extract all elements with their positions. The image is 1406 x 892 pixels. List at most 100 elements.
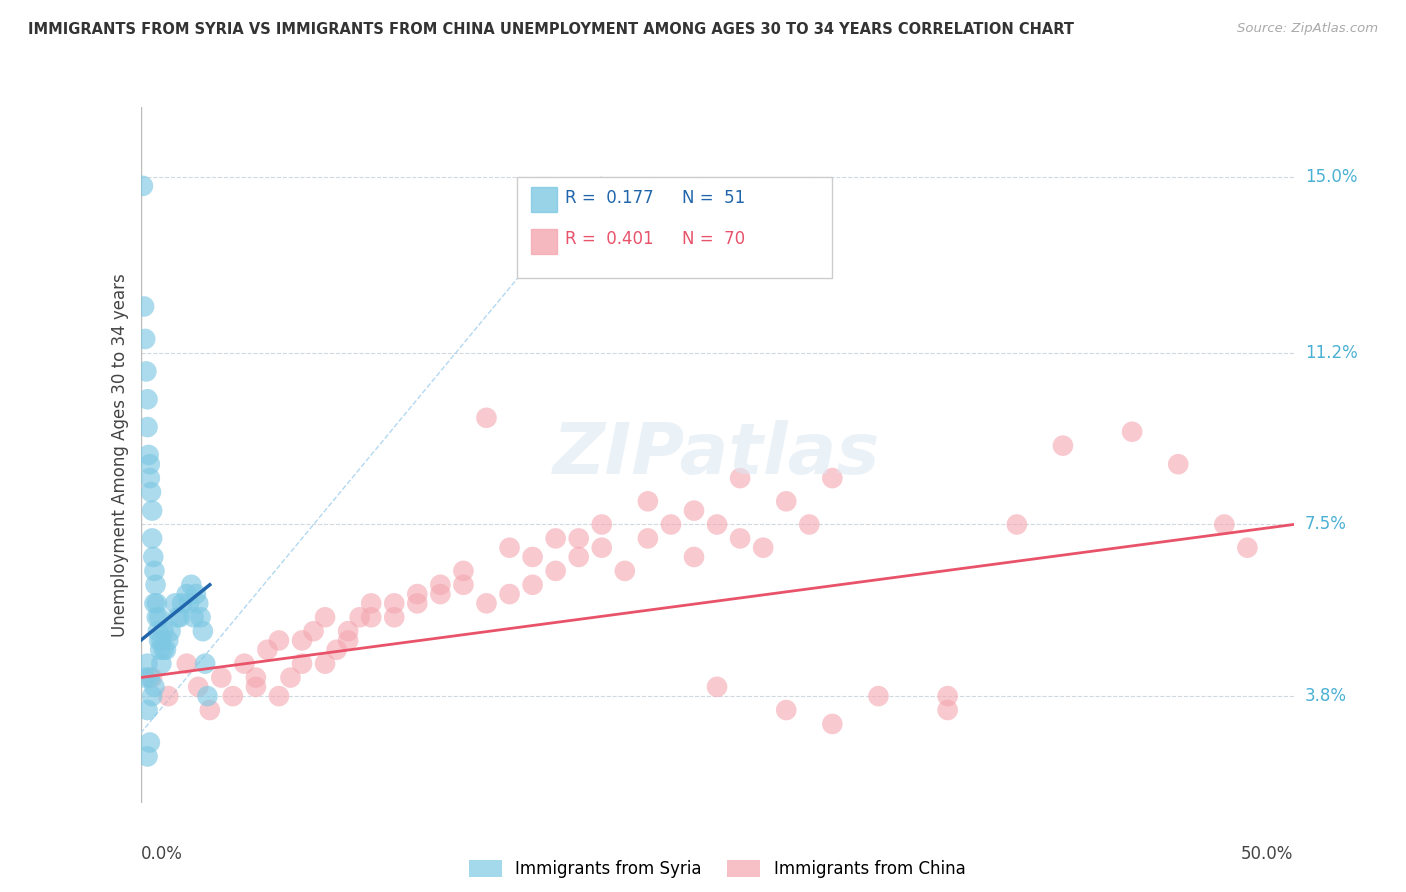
Point bbox=[134, 332, 156, 346]
Point bbox=[149, 642, 172, 657]
Point bbox=[166, 610, 188, 624]
Point bbox=[360, 610, 382, 624]
Point bbox=[169, 610, 191, 624]
Point bbox=[659, 517, 682, 532]
Point bbox=[453, 564, 475, 578]
Point bbox=[187, 680, 209, 694]
Point bbox=[191, 624, 214, 639]
Point bbox=[146, 624, 169, 639]
Point bbox=[139, 671, 162, 685]
Point bbox=[637, 494, 659, 508]
Point bbox=[775, 703, 797, 717]
Point bbox=[337, 624, 360, 639]
Point bbox=[382, 596, 405, 610]
Point bbox=[143, 596, 166, 610]
Point bbox=[145, 596, 167, 610]
Point bbox=[1121, 425, 1143, 439]
Point bbox=[752, 541, 775, 555]
Point bbox=[176, 587, 198, 601]
Point bbox=[135, 364, 157, 378]
Point bbox=[141, 532, 163, 546]
Point bbox=[132, 300, 155, 314]
Point bbox=[522, 578, 544, 592]
Point bbox=[198, 703, 221, 717]
Point bbox=[142, 549, 165, 564]
Point bbox=[360, 596, 382, 610]
Point bbox=[936, 703, 959, 717]
Text: N =  51: N = 51 bbox=[682, 189, 745, 207]
Text: 7.5%: 7.5% bbox=[1305, 516, 1347, 533]
Point bbox=[683, 549, 706, 564]
Point bbox=[291, 657, 314, 671]
Point bbox=[136, 420, 159, 434]
Point bbox=[159, 624, 181, 639]
Text: R =  0.401: R = 0.401 bbox=[565, 230, 654, 248]
Point bbox=[591, 541, 613, 555]
Point bbox=[613, 564, 636, 578]
Text: 3.8%: 3.8% bbox=[1305, 687, 1347, 705]
Point bbox=[591, 517, 613, 532]
Point bbox=[150, 657, 173, 671]
Point bbox=[143, 564, 166, 578]
Point bbox=[302, 624, 325, 639]
Point bbox=[637, 532, 659, 546]
Point bbox=[728, 471, 751, 485]
Point bbox=[1236, 541, 1258, 555]
Point bbox=[475, 410, 498, 425]
Point bbox=[267, 633, 290, 648]
Point bbox=[148, 633, 170, 648]
Point bbox=[544, 532, 567, 546]
Text: R =  0.177: R = 0.177 bbox=[565, 189, 654, 207]
Point bbox=[429, 587, 451, 601]
Point bbox=[136, 703, 159, 717]
Text: Source: ZipAtlas.com: Source: ZipAtlas.com bbox=[1237, 22, 1378, 36]
Point bbox=[706, 680, 728, 694]
Point bbox=[267, 689, 290, 703]
Point bbox=[799, 517, 821, 532]
Point bbox=[209, 671, 232, 685]
Point bbox=[136, 749, 159, 764]
Point bbox=[139, 457, 162, 471]
Point bbox=[143, 680, 166, 694]
Point bbox=[157, 689, 180, 703]
Point bbox=[134, 671, 156, 685]
Point bbox=[157, 633, 180, 648]
Point bbox=[936, 689, 959, 703]
Text: IMMIGRANTS FROM SYRIA VS IMMIGRANTS FROM CHINA UNEMPLOYMENT AMONG AGES 30 TO 34 : IMMIGRANTS FROM SYRIA VS IMMIGRANTS FROM… bbox=[28, 22, 1074, 37]
Point bbox=[222, 689, 245, 703]
Point bbox=[233, 657, 256, 671]
Point bbox=[568, 549, 591, 564]
Point bbox=[868, 689, 890, 703]
Y-axis label: Unemployment Among Ages 30 to 34 years: Unemployment Among Ages 30 to 34 years bbox=[111, 273, 129, 637]
Point bbox=[325, 642, 347, 657]
Text: 0.0%: 0.0% bbox=[141, 845, 183, 863]
Point bbox=[821, 717, 844, 731]
Point bbox=[139, 471, 162, 485]
Point bbox=[176, 657, 198, 671]
Point bbox=[280, 671, 302, 685]
Point bbox=[183, 610, 205, 624]
Point bbox=[406, 587, 429, 601]
Point bbox=[706, 517, 728, 532]
Point bbox=[337, 633, 360, 648]
Point bbox=[1213, 517, 1236, 532]
Point bbox=[197, 689, 219, 703]
Point bbox=[152, 624, 174, 639]
Point bbox=[141, 503, 163, 517]
Point bbox=[314, 610, 336, 624]
Text: N =  70: N = 70 bbox=[682, 230, 745, 248]
Point bbox=[522, 549, 544, 564]
Point bbox=[775, 494, 797, 508]
Point bbox=[148, 610, 170, 624]
Point bbox=[145, 610, 167, 624]
Point bbox=[821, 471, 844, 485]
Point bbox=[139, 735, 162, 749]
Point bbox=[256, 642, 278, 657]
Point bbox=[190, 610, 212, 624]
Point bbox=[141, 671, 163, 685]
Point bbox=[683, 503, 706, 517]
Point bbox=[152, 642, 174, 657]
Point bbox=[498, 587, 520, 601]
Point bbox=[544, 564, 567, 578]
Point bbox=[1167, 457, 1189, 471]
